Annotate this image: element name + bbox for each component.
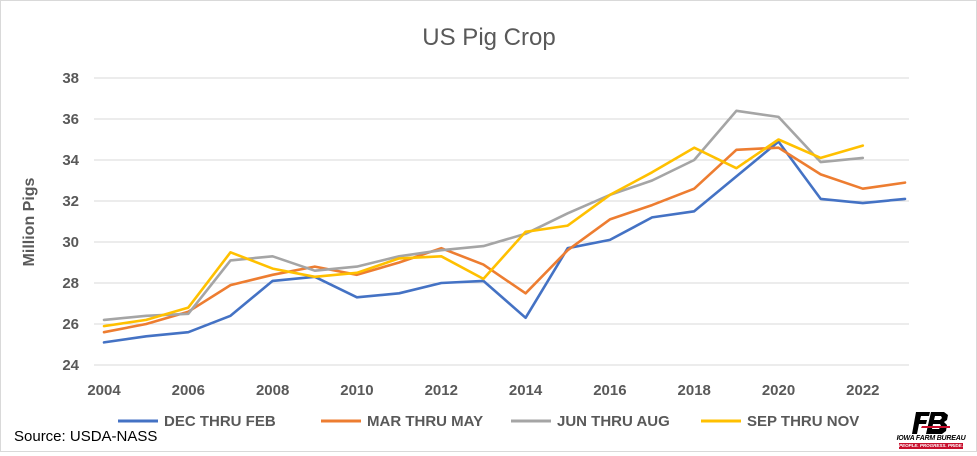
x-tick-label: 2016 [593, 382, 626, 399]
y-axis-label: Million Pigs [21, 177, 38, 266]
x-axis-ticks: 2004 2006 2008 2010 2012 2014 2016 2018 2020 2022 [87, 382, 879, 399]
source-note: Source: USDA-NASS [14, 428, 158, 445]
gridlines [94, 77, 909, 366]
y-axis-ticks: 24 26 28 30 32 34 36 38 [62, 70, 79, 374]
y-tick-label: 26 [62, 316, 79, 333]
x-tick-label: 2006 [172, 382, 205, 399]
x-tick-label: 2022 [846, 382, 879, 399]
y-tick-label: 36 [62, 111, 79, 128]
series-lines [102, 109, 907, 344]
x-tick-label: 2008 [256, 382, 289, 399]
y-tick-label: 24 [62, 357, 79, 374]
legend-label: MAR THRU MAY [367, 413, 483, 430]
legend: DEC THRU FEB MAR THRU MAY JUN THRU AUG SEP … [118, 413, 859, 430]
y-tick-label: 34 [62, 152, 79, 169]
legend-label: DEC THRU FEB [164, 413, 276, 430]
y-tick-label: 38 [62, 70, 79, 87]
legend-label: SEP THRU NOV [747, 413, 859, 430]
iowa-farm-bureau-logo: IOWA FARM BUREAU PEOPLE. PROGRESS. PRIDE… [896, 412, 966, 450]
legend-label: JUN THRU AUG [557, 413, 670, 430]
y-tick-label: 28 [62, 275, 79, 292]
legend-item: SEP THRU NOV [701, 413, 859, 430]
legend-item: DEC THRU FEB [118, 413, 276, 430]
legend-item: JUN THRU AUG [511, 413, 670, 430]
legend-item: MAR THRU MAY [321, 413, 483, 430]
x-tick-label: 2020 [762, 382, 795, 399]
y-tick-label: 32 [62, 193, 79, 210]
x-tick-label: 2018 [678, 382, 711, 399]
logo-tagline: PEOPLE. PROGRESS. PRIDE. [899, 443, 963, 449]
x-tick-label: 2004 [87, 382, 121, 399]
series-line-mar-thru-may [102, 146, 907, 334]
chart-title: US Pig Crop [422, 24, 555, 51]
x-tick-label: 2012 [425, 382, 458, 399]
x-tick-label: 2010 [340, 382, 373, 399]
logo-wordmark: IOWA FARM BUREAU [896, 435, 966, 442]
x-tick-label: 2014 [509, 382, 543, 399]
series-line-jun-thru-aug [102, 109, 865, 322]
series-line-sep-thru-nov [102, 138, 865, 328]
fb-logo-icon [912, 412, 950, 434]
y-tick-label: 30 [62, 234, 79, 251]
